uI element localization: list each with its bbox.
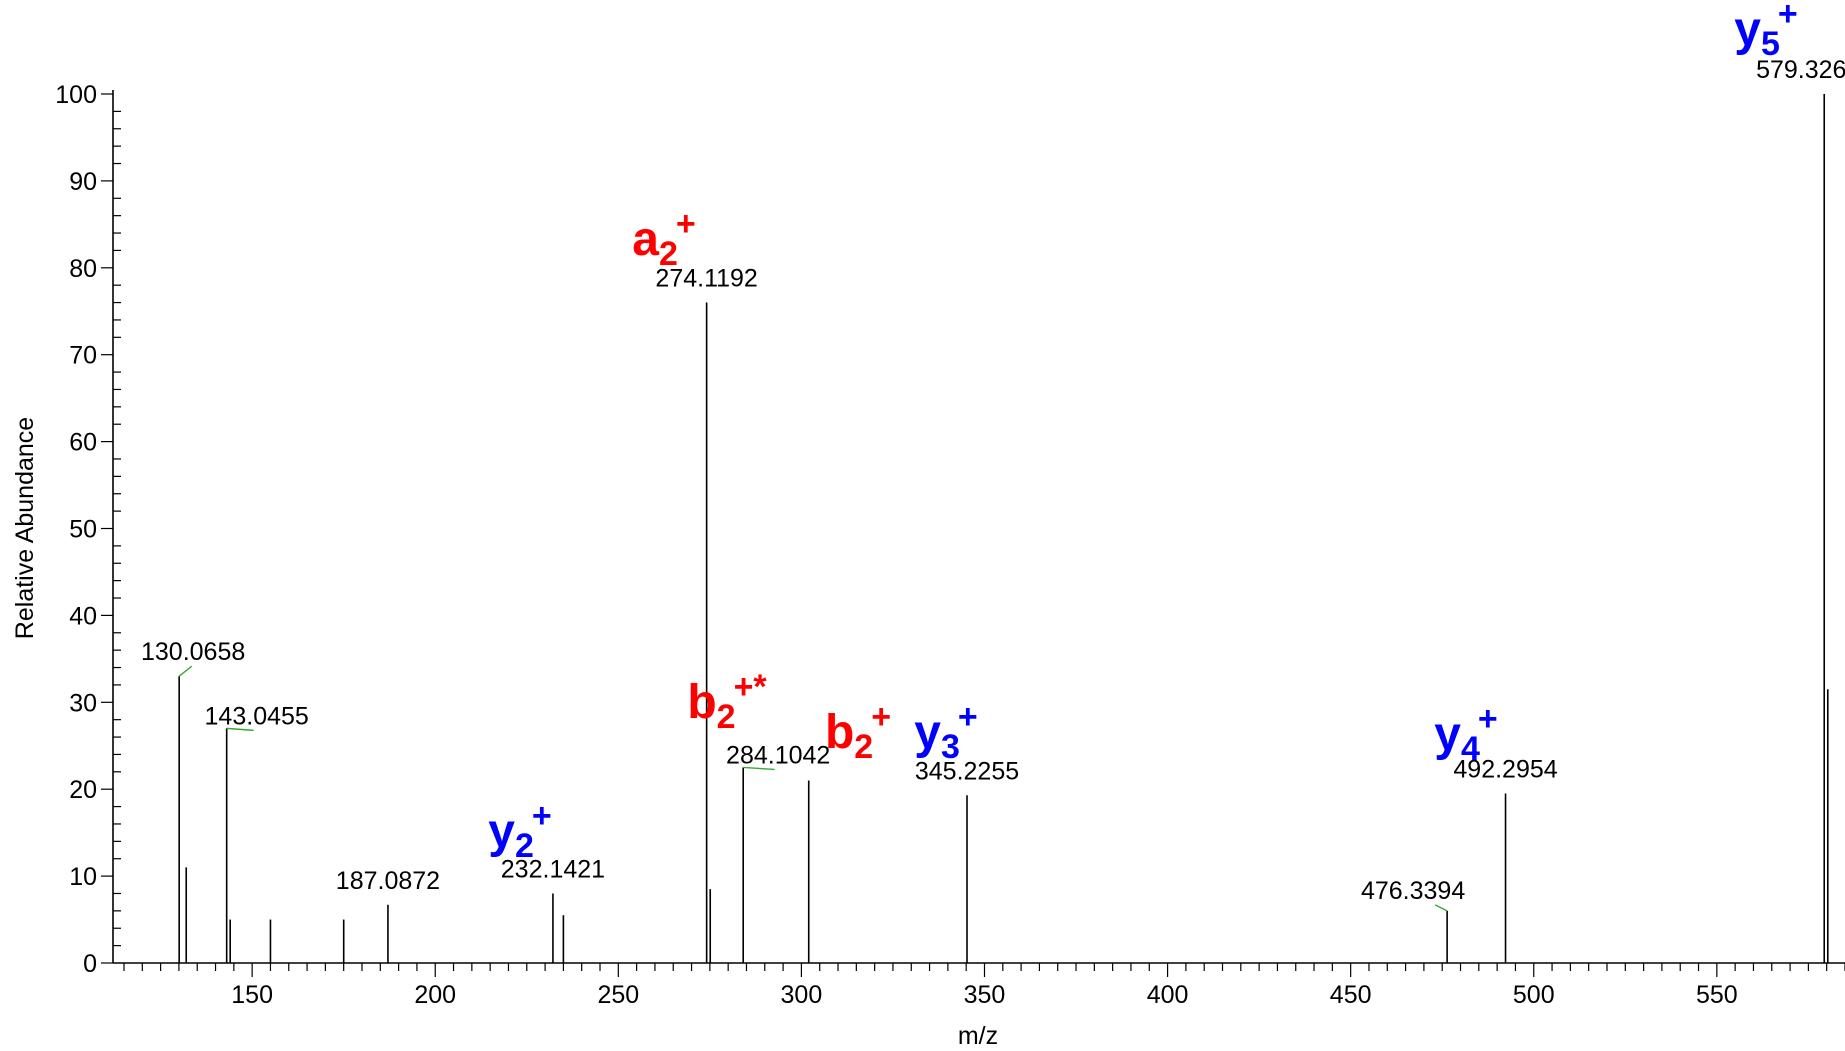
y-tick-label: 100 [55, 81, 97, 109]
ion-annotation: b2+ [825, 698, 891, 766]
label-leader-line [178, 665, 193, 677]
x-tick-label: 250 [597, 981, 639, 1009]
peak-label: 130.0658 [141, 638, 245, 666]
ion-annotation: b2+* [687, 668, 767, 736]
x-tick-label: 150 [231, 981, 273, 1009]
ion-annotation: y2+ [488, 797, 551, 865]
peak-label: 274.1192 [655, 265, 757, 293]
peak-label: 345.2255 [915, 757, 1019, 785]
y-tick-label: 30 [69, 689, 97, 717]
ion-annotation: y5+ [1734, 0, 1797, 63]
peak-label: 143.0455 [205, 702, 309, 730]
axes: 0 10 20 30 40 50 60 70 80 90 100 150 200 250 300 350 400… [55, 81, 1845, 1009]
y-tick-label: 60 [69, 429, 97, 457]
ion-annotation: y4+ [1434, 700, 1497, 768]
label-leader-line [743, 766, 775, 771]
y-tick-label: 20 [69, 776, 97, 804]
x-tick-label: 350 [964, 981, 1006, 1009]
peak-label: 492.2954 [1453, 756, 1557, 784]
x-tick-label: 450 [1330, 981, 1372, 1009]
peak-label: 187.0872 [336, 867, 440, 895]
x-tick-label: 500 [1513, 981, 1555, 1009]
y-tick-label: 70 [69, 342, 97, 370]
x-tick-label: 550 [1696, 981, 1738, 1009]
x-tick-label: 200 [414, 981, 456, 1009]
y-tick-label: 10 [69, 863, 97, 891]
x-tick-label: 400 [1147, 981, 1189, 1009]
peak-label: 476.3394 [1361, 877, 1465, 905]
y-tick-label: 50 [69, 516, 97, 544]
peaks [178, 94, 1829, 963]
ion-annotations: a2+ b2+* b2+ y2+ y3+ y4+ y5+ [488, 0, 1797, 865]
ion-annotation: y3+ [914, 698, 977, 766]
peak-labels: 130.0658 143.0455 187.0872 232.1421 274.1192… [141, 56, 1845, 912]
y-tick-label: 90 [69, 168, 97, 196]
y-tick-label: 0 [83, 950, 97, 978]
peak-label: 579.3264 [1756, 56, 1845, 84]
peak-label: 284.1042 [726, 741, 830, 769]
label-leader-line [1434, 904, 1448, 912]
x-axis-title: m/z [958, 1022, 998, 1050]
peak-label: 232.1421 [501, 855, 605, 883]
label-leader-line [226, 727, 254, 732]
y-tick-label: 80 [69, 255, 97, 283]
ion-annotation: a2+ [632, 205, 695, 273]
y-axis-title: Relative Abundance [11, 417, 39, 639]
y-tick-label: 40 [69, 602, 97, 630]
x-tick-label: 300 [781, 981, 823, 1009]
